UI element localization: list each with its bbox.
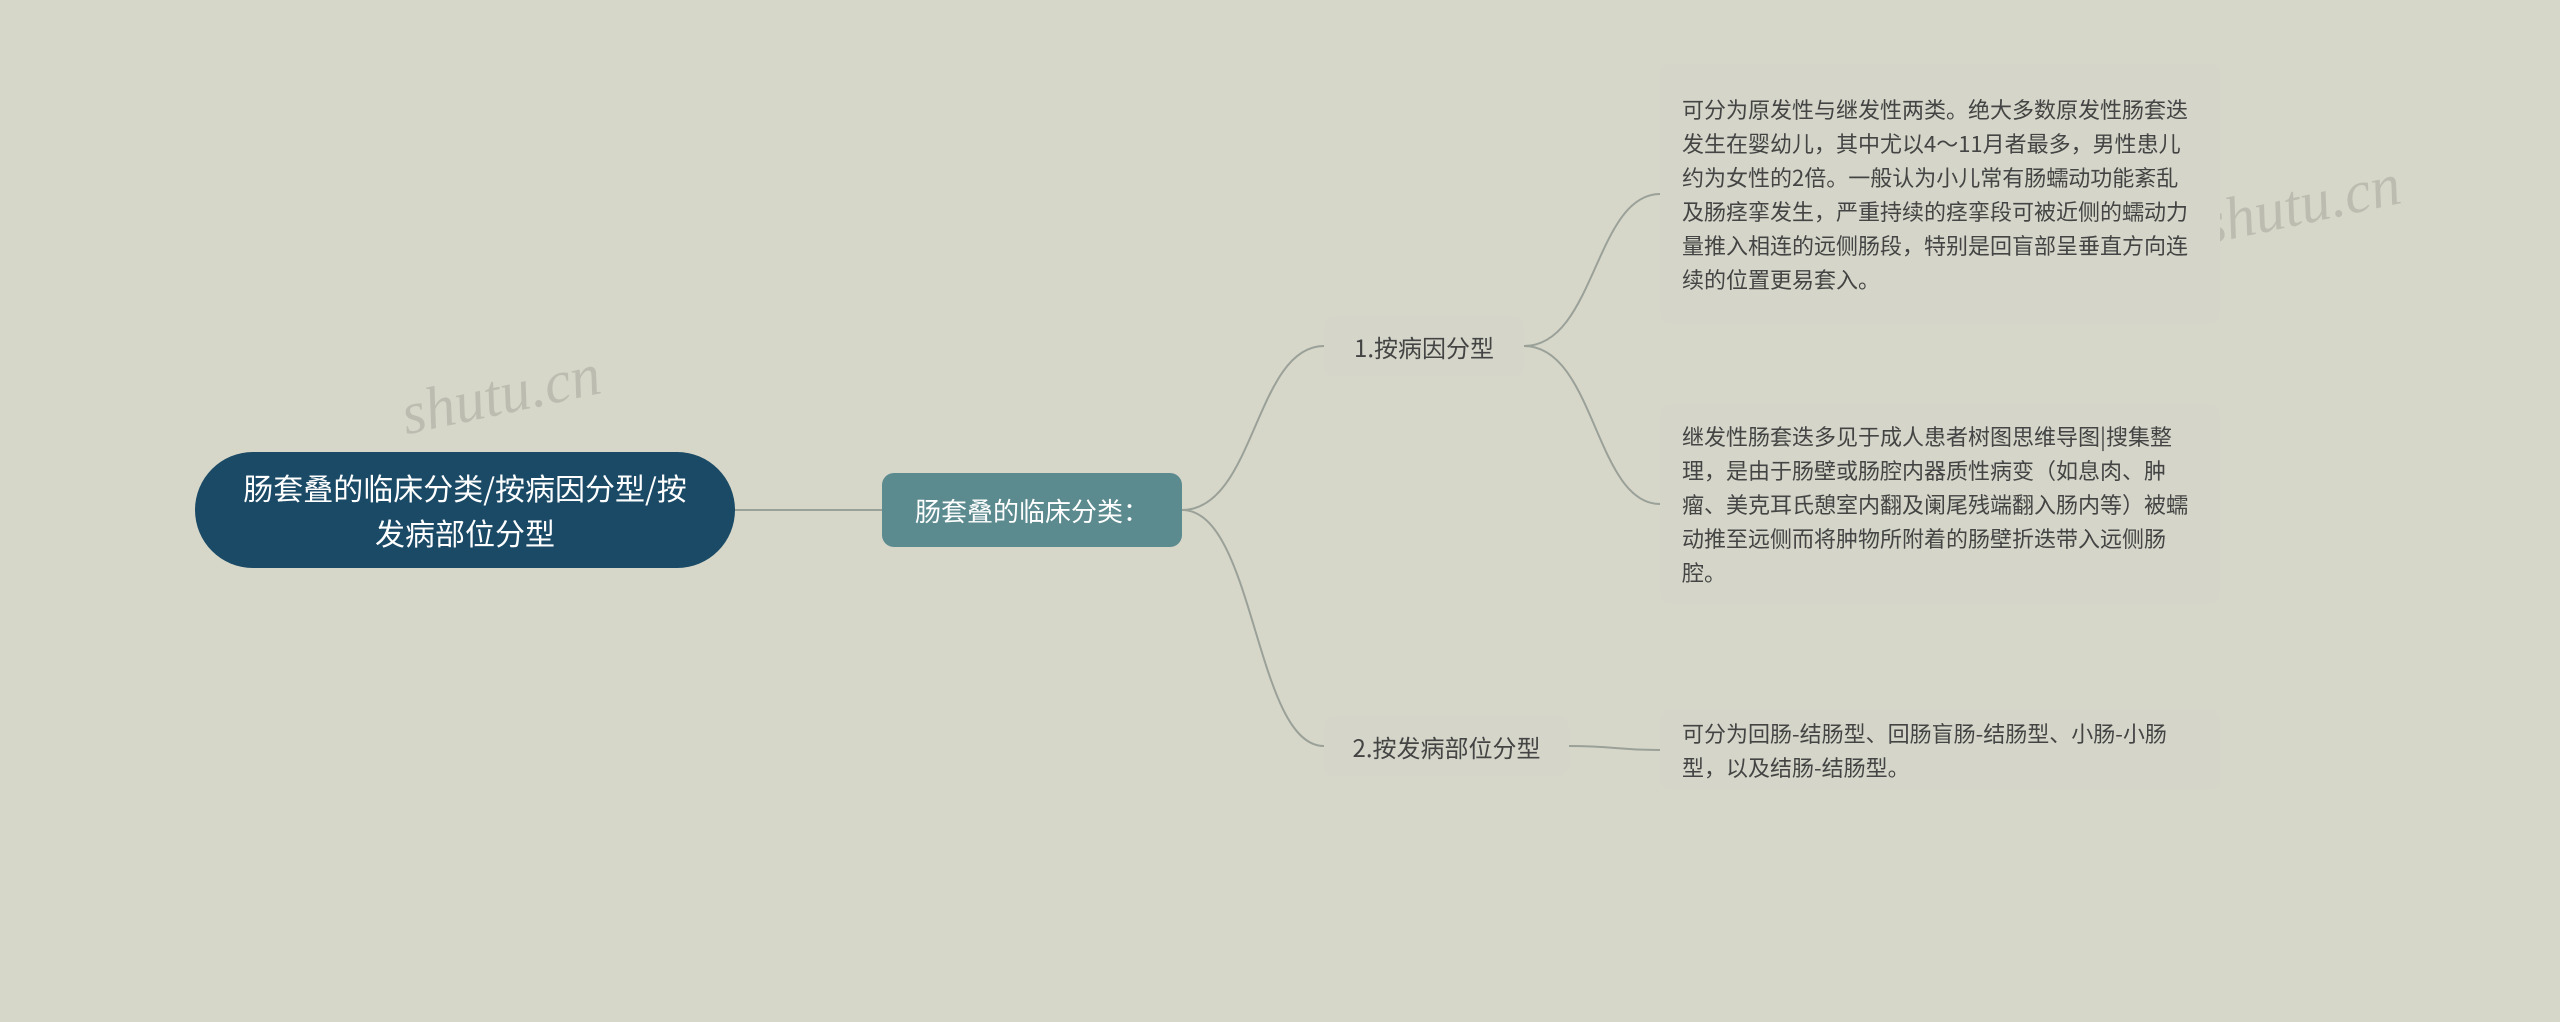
watermark: shutu.cn [395, 340, 607, 449]
leaf-text: 可分为原发性与继发性两类。绝大多数原发性肠套迭发生在婴幼儿，其中尤以4～11月者… [1682, 92, 2198, 297]
mindmap-canvas: shutu.cn shutu.cn shutu.cn 肠套叠的临床分类/按病因分… [0, 0, 2560, 1022]
sub-label: 1.按病因分型 [1354, 329, 1494, 364]
sub-node-by-cause[interactable]: 1.按病因分型 [1324, 316, 1524, 376]
sub-label: 2.按发病部位分型 [1353, 729, 1541, 764]
sub-node-by-location[interactable]: 2.按发病部位分型 [1324, 716, 1569, 776]
root-node[interactable]: 肠套叠的临床分类/按病因分型/按发病部位分型 [195, 452, 735, 568]
root-label: 肠套叠的临床分类/按病因分型/按发病部位分型 [237, 465, 693, 555]
leaf-node-cause-primary[interactable]: 可分为原发性与继发性两类。绝大多数原发性肠套迭发生在婴幼儿，其中尤以4～11月者… [1660, 64, 2220, 324]
leaf-text: 可分为回肠-结肠型、回肠盲肠-结肠型、小肠-小肠型，以及结肠-结肠型。 [1682, 716, 2198, 784]
leaf-text: 继发性肠套迭多见于成人患者树图思维导图|搜集整理，是由于肠壁或肠腔内器质性病变（… [1682, 419, 2198, 589]
leaf-node-cause-secondary[interactable]: 继发性肠套迭多见于成人患者树图思维导图|搜集整理，是由于肠壁或肠腔内器质性病变（… [1660, 404, 2220, 604]
branch-node-classification[interactable]: 肠套叠的临床分类： [882, 473, 1182, 547]
watermark: shutu.cn [2195, 150, 2407, 259]
leaf-node-location-types[interactable]: 可分为回肠-结肠型、回肠盲肠-结肠型、小肠-小肠型，以及结肠-结肠型。 [1660, 710, 2220, 790]
branch-label: 肠套叠的临床分类： [915, 492, 1149, 529]
